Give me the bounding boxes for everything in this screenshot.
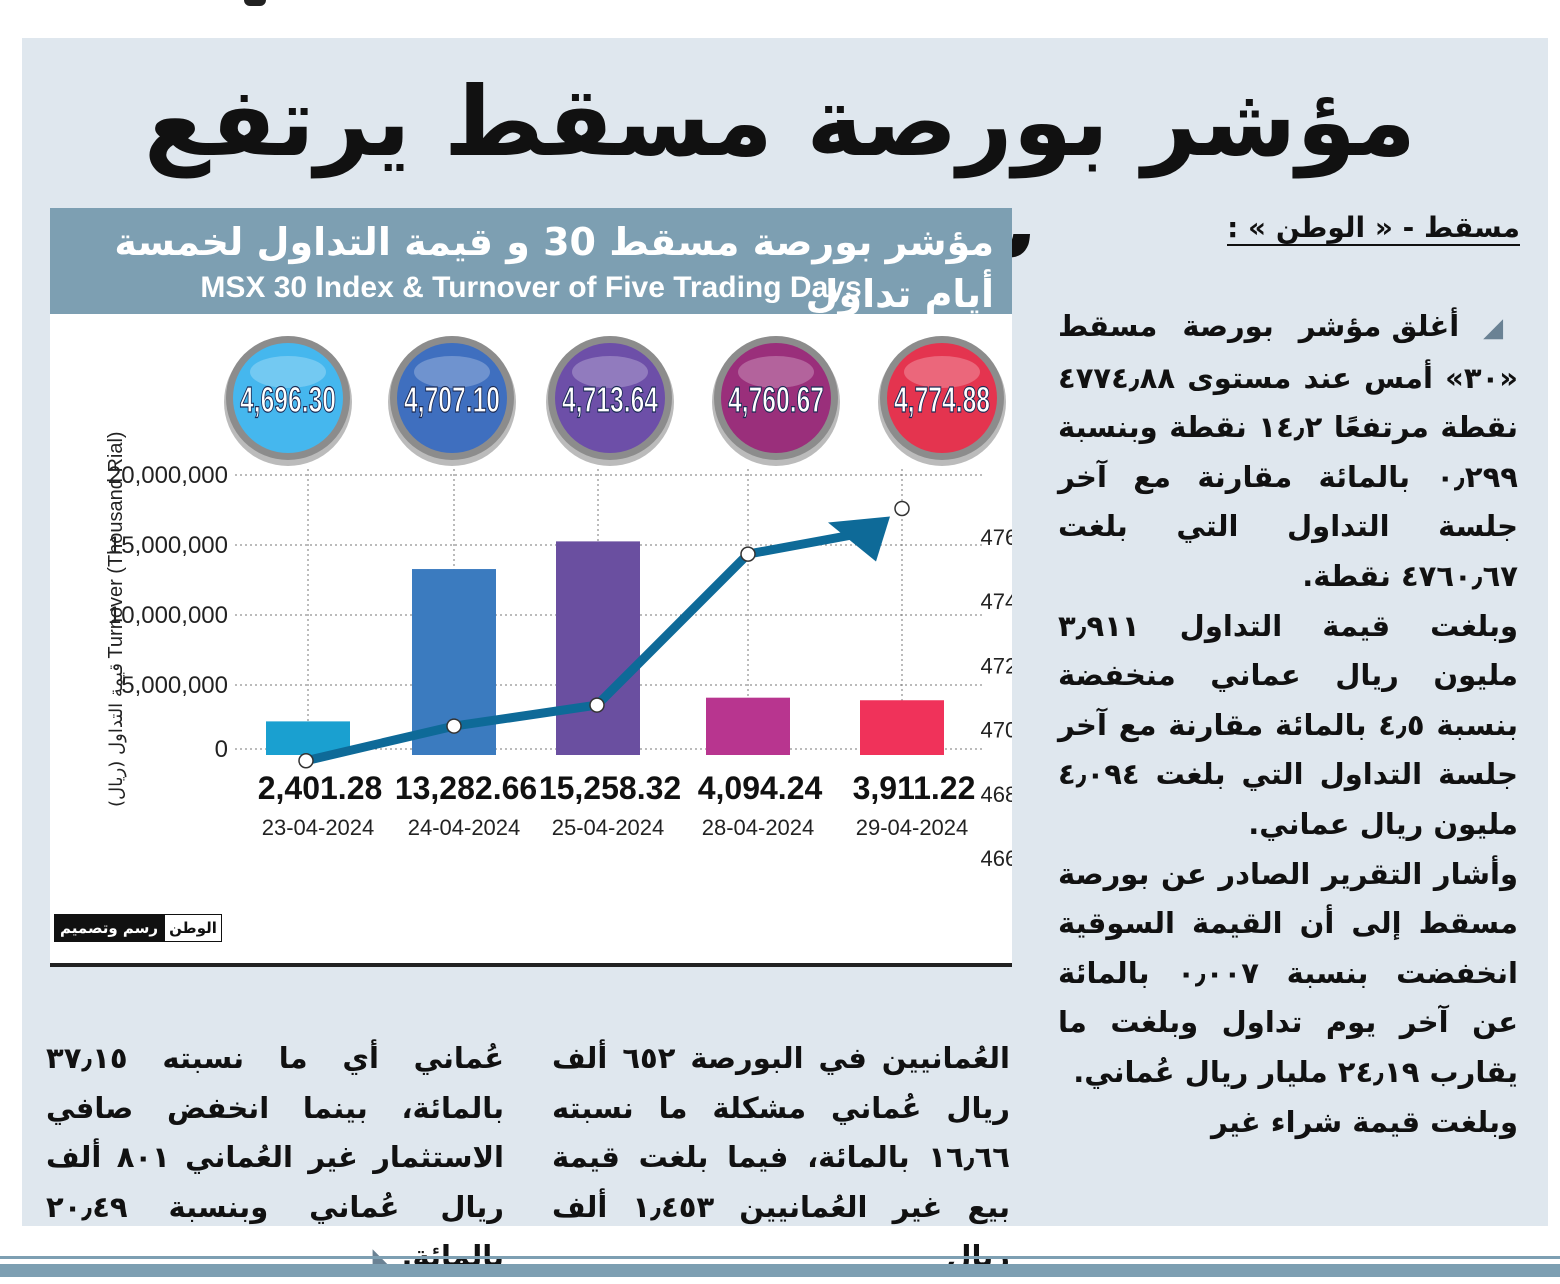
date-label: 25-04-2024 [552,815,665,840]
left-axis-title: Turnover (Thousand Rial) [105,431,127,658]
right-axis-tick: 4766 [981,525,1012,550]
turnover-bar [860,700,944,755]
byline-text: مسقط - « الوطن » : [1227,211,1520,246]
credit-text: رسم وتصميم [54,914,165,942]
chart-plot: 0 5,000,000 10,000,000 15,000,000 20,000,000… [105,336,1012,871]
footer-bar [0,1264,1560,1277]
turnover-bar [556,541,640,755]
credit-logo: الوطن [164,914,222,942]
left-axis-title-arabic: قيمة التداول (ريال) [106,663,127,807]
bubble-value: 4,707.10 [404,379,500,420]
date-label: 29-04-2024 [856,815,969,840]
left-axis-tick: 20,000,000 [108,462,228,489]
index-point [740,546,756,562]
date-label: 24-04-2024 [408,815,521,840]
paragraph-3: وأشار التقرير الصادر عن بورصة مسقط إلى أ… [1058,856,1519,1089]
paragraph-4: وبلغت قيمة شراء غير [1211,1104,1518,1139]
index-arrow-head [828,516,890,562]
bubble-highlight [738,356,814,388]
footer-rule [0,1256,1560,1259]
left-axis-tick: 10,000,000 [108,602,228,629]
right-axis-tick: 4666 [981,846,1012,871]
headline: مؤشر بورصة مسقط يرتفع ١٤,٢ نقطة [144,66,1418,318]
bar-value-label: 2,401.28 [258,770,383,806]
bubble [887,343,997,453]
bubble [397,343,507,453]
right-axis-tick: 4686 [981,782,1012,807]
bubble-highlight [250,356,326,388]
byline: مسقط - « الوطن » : [1060,205,1520,251]
paragraph-6: عُماني أي ما نسبته ٣٧٫١٥ بالمائة، بينما … [46,1034,504,1284]
paragraph-1: ◢ أغلق مؤشر بورصة مسقط «٣٠» أمس عند مستو… [1058,302,1518,602]
turnover-bar [706,697,790,755]
bubble-highlight [904,356,980,388]
paragraph-2: وبلغت قيمة التداول ٣٫٩١١ مليون ريال عمان… [1058,608,1518,841]
chart-title-english: MSX 30 Index & Turnover of Five Trading … [200,271,862,304]
bar-value-label: 3,911.22 [853,770,976,806]
bullet-icon: ◢ [1459,313,1518,343]
top-edge-mark [244,0,266,6]
bubble [721,343,831,453]
right-axis-tick: 4726 [981,653,1012,678]
design-credit: الوطن رسم وتصميم [54,914,222,942]
article-column-right: ◢ أغلق مؤشر بورصة مسقط «٣٠» أمس عند مستو… [1058,302,1518,1147]
bubble-value: 4,760.67 [728,379,824,420]
left-axis-tick: 0 [215,736,228,763]
bar-value-label: 15,258.32 [539,770,681,806]
index-point [446,718,462,734]
chart-title-arabic: مؤشر بورصة مسقط 30 و قيمة التداول لخمسة … [114,220,994,316]
chart-header: مؤشر بورصة مسقط 30 و قيمة التداول لخمسة … [50,208,1012,316]
index-point [589,697,605,713]
paragraph-1-text: أغلق مؤشر بورصة مسقط «٣٠» أمس عند مستوى … [1058,309,1518,593]
right-axis-tick: 4746 [981,589,1012,614]
paragraph-6-text: عُماني أي ما نسبته ٣٧٫١٥ بالمائة، بينما … [46,1041,504,1274]
bar-value-label: 13,282.66 [395,770,537,806]
chart-box: مؤشر بورصة مسقط 30 و قيمة التداول لخمسة … [50,208,1012,967]
index-point [298,752,314,769]
bubble-highlight [414,356,490,388]
left-axis-tick: 5,000,000 [121,672,228,699]
bubble-value: 4,696.30 [240,379,336,420]
index-point [894,500,910,517]
bubble [555,343,665,453]
article-column-middle: العُمانيين في البورصة ٦٥٢ ألف ريال عُمان… [552,1005,1010,1273]
bubble-value: 4,774.88 [894,379,990,420]
right-axis-tick: 4706 [981,718,1012,743]
bar-value-label: 4,094.24 [698,770,823,806]
date-label: 28-04-2024 [702,815,815,840]
bubble-value: 4,713.64 [562,379,658,420]
article-column-left: عُماني أي ما نسبته ٣٧٫١٥ بالمائة، بينما … [46,1005,504,1273]
bubble [233,343,343,453]
left-axis-tick: 15,000,000 [108,532,228,559]
bubble-highlight [572,356,648,388]
paragraph-5: العُمانيين في البورصة ٦٥٢ ألف ريال عُمان… [552,1041,1010,1274]
date-label: 23-04-2024 [262,815,375,840]
